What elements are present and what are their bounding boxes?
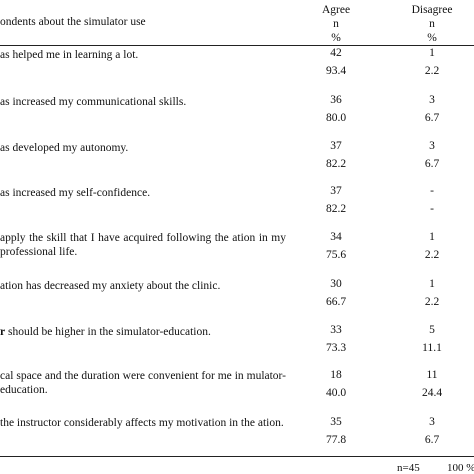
statement: as developed my autonomy.: [0, 142, 129, 154]
agree-column-header: Agree n %: [314, 3, 358, 45]
agree-values: 37 82.2: [325, 185, 347, 215]
agree-pct-label: %: [331, 32, 341, 44]
disagree-values: 3 6.7: [424, 140, 440, 170]
total-percent: 100 %: [447, 462, 474, 474]
agree-values: 33 73.3: [325, 324, 347, 354]
agree-n-label: n: [333, 18, 339, 30]
disagree-pct-label: %: [427, 32, 437, 44]
agree-values: 30 66.7: [325, 278, 347, 308]
agree-values: 36 80.0: [325, 94, 347, 124]
disagree-label: Disagree: [411, 4, 453, 16]
agree-values: 35 77.8: [325, 416, 347, 446]
statement: as helped me in learning a lot.: [0, 49, 139, 61]
disagree-values: --: [430, 185, 434, 215]
statement: as increased my communicational skills.: [0, 96, 187, 108]
sample-size: n=45: [397, 462, 420, 474]
disagree-values: 11 24.4: [421, 369, 443, 399]
disagree-values: 5 11.1: [422, 324, 442, 354]
statement: the instructor considerably affects my m…: [0, 417, 284, 429]
table-header-title: ondents about the simulator use: [0, 16, 146, 28]
footer-divider: [0, 456, 474, 457]
header-divider: [0, 45, 474, 46]
disagree-values: 1 2.2: [424, 231, 440, 261]
disagree-values: 3 6.7: [424, 94, 440, 124]
statement: cal space and the duration were convenie…: [0, 370, 286, 396]
disagree-n-label: n: [429, 18, 435, 30]
agree-values: 34 75.6: [325, 231, 347, 261]
statement: as increased my self-confidence.: [0, 187, 151, 199]
agree-values: 37 82.2: [325, 140, 347, 170]
agree-values: 42 93.4: [325, 47, 347, 77]
disagree-values: 3 6.7: [424, 416, 440, 446]
disagree-values: 1 2.2: [424, 278, 440, 308]
agree-label: Agree: [321, 4, 351, 16]
disagree-column-header: Disagree n %: [400, 3, 464, 45]
agree-values: 18 40.0: [325, 369, 347, 399]
statement: ation has decreased my anxiety about the…: [0, 280, 221, 292]
disagree-values: 1 2.2: [424, 47, 440, 77]
statement: r should be higher in the simulator-educ…: [0, 326, 211, 338]
statement: apply the skill that I have acquired fol…: [0, 232, 286, 258]
